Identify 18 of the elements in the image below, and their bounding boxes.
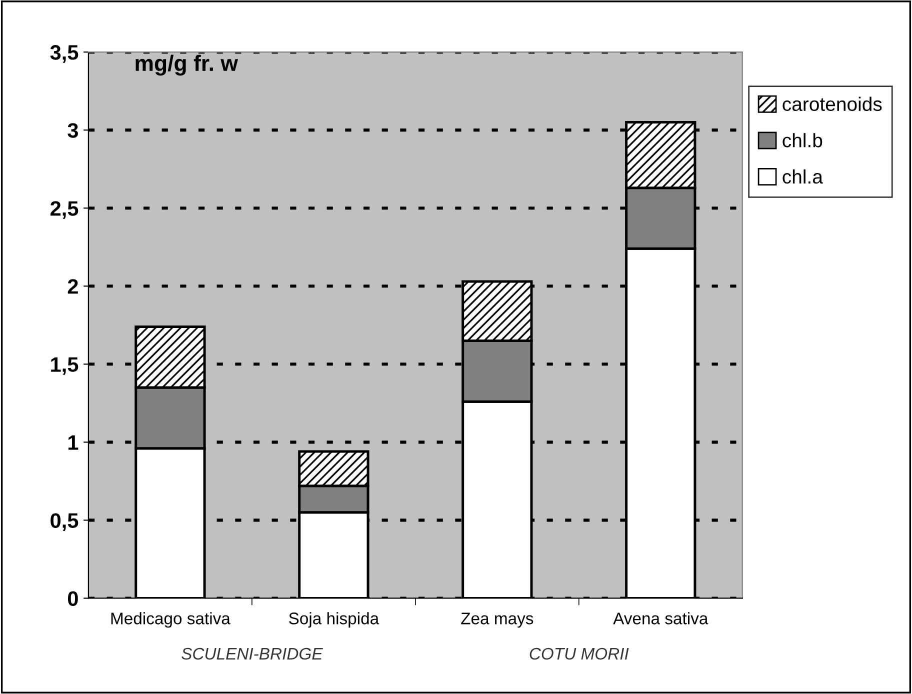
y-tick-label: 2,5 [50,201,78,219]
y-tick-label: 3,5 [50,45,78,63]
y-tick-label: 3 [68,123,78,138]
y-tick-label: 2 [68,279,78,294]
y-tick-label: 0,5 [50,513,78,531]
x-tick-label: Avena sativa [613,612,708,624]
y-tick-label: 0 [68,591,78,606]
text: COTU MORII [530,648,629,660]
legend-label: chl.a [782,169,823,184]
x-tick-label: Zea mays [461,612,534,628]
y-tick-label: 1 [68,435,78,450]
chart-title: mg/g fr. w [136,54,238,76]
y-tick-label: 1,5 [51,357,78,375]
text: SCULENI-BRIDGE [182,648,323,660]
legend-label: chl.b [782,133,822,148]
x-tick-label: Soja hispida [289,612,380,628]
legend-label: carotenoids [782,96,882,112]
x-tick-label: Medicago sativa [111,612,230,628]
